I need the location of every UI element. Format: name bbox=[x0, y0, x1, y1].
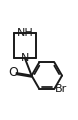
Text: N: N bbox=[21, 53, 29, 63]
Text: Br: Br bbox=[55, 84, 67, 94]
Text: NH: NH bbox=[17, 28, 33, 38]
Text: O: O bbox=[8, 66, 18, 79]
